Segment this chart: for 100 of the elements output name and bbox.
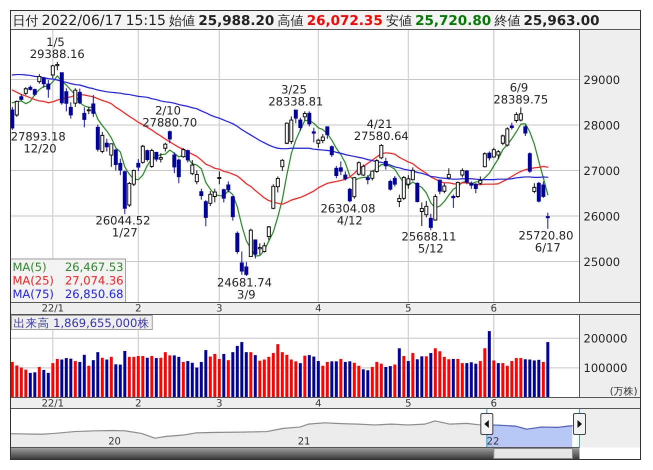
annotation: 25720.80 6/17 bbox=[518, 228, 578, 254]
candlestick bbox=[253, 239, 258, 259]
x-tick-label: 22 bbox=[486, 436, 500, 448]
candlestick bbox=[230, 196, 235, 222]
bar bbox=[69, 358, 72, 398]
bar bbox=[447, 359, 450, 398]
candlestick bbox=[325, 126, 330, 140]
candlestick bbox=[433, 194, 438, 222]
candlestick bbox=[96, 124, 100, 152]
candlestick bbox=[140, 144, 145, 164]
bar bbox=[398, 348, 401, 398]
bar bbox=[388, 366, 392, 398]
candlestick bbox=[320, 134, 325, 144]
y-tick-label: 27000 bbox=[584, 164, 620, 178]
bar bbox=[82, 354, 86, 398]
x-tick-label: 2 bbox=[135, 398, 142, 410]
bar bbox=[424, 356, 428, 398]
candlestick bbox=[294, 109, 298, 124]
bar bbox=[141, 356, 144, 398]
x-tick-label: 20 bbox=[108, 436, 121, 448]
candlestick bbox=[298, 117, 302, 131]
bar bbox=[420, 356, 424, 398]
bar bbox=[402, 356, 406, 398]
candlestick bbox=[181, 148, 186, 158]
candlestick bbox=[73, 88, 78, 108]
bar bbox=[406, 361, 410, 398]
candlestick bbox=[352, 176, 356, 200]
candlestick bbox=[266, 226, 271, 241]
candlestick bbox=[289, 116, 294, 145]
candlestick bbox=[478, 176, 482, 186]
bar bbox=[150, 356, 154, 398]
x-tick-label: 4 bbox=[315, 304, 322, 314]
candlestick bbox=[154, 151, 158, 162]
candlestick bbox=[338, 161, 343, 176]
candlestick bbox=[150, 148, 154, 168]
annotation: 27893.18 12/20 bbox=[10, 129, 70, 156]
candlestick bbox=[248, 228, 253, 258]
candlestick bbox=[46, 80, 50, 98]
bar bbox=[429, 353, 432, 398]
candlestick bbox=[541, 181, 546, 198]
bar bbox=[24, 370, 28, 398]
bar bbox=[496, 363, 500, 398]
bar bbox=[452, 358, 455, 398]
bar bbox=[123, 350, 126, 398]
annotation: 26044.52 1/27 bbox=[96, 214, 154, 240]
candlestick bbox=[451, 194, 456, 208]
y-tick-label: 100000 bbox=[584, 361, 628, 376]
candlestick bbox=[482, 152, 487, 168]
candlestick bbox=[204, 200, 208, 227]
candlestick bbox=[348, 187, 352, 203]
annotation: 3/25 28338.81 bbox=[268, 82, 324, 109]
bar bbox=[38, 366, 41, 398]
candlestick bbox=[415, 182, 420, 203]
x-tick-label: 22/1 bbox=[42, 304, 64, 314]
candlestick bbox=[474, 182, 478, 194]
bar bbox=[339, 358, 342, 398]
candlestick bbox=[109, 142, 114, 168]
x-tick-label: 22/1 bbox=[42, 398, 64, 410]
bar bbox=[146, 358, 149, 398]
candlestick bbox=[546, 212, 550, 230]
bar bbox=[100, 358, 104, 398]
candlestick bbox=[122, 170, 127, 214]
candlestick bbox=[145, 149, 150, 162]
x-tick-label: 6 bbox=[490, 304, 498, 314]
candlestick bbox=[199, 188, 204, 200]
x-tick-label: 4 bbox=[315, 398, 322, 410]
candlestick bbox=[496, 150, 500, 160]
bar bbox=[537, 360, 540, 398]
bar bbox=[357, 366, 360, 398]
candlestick bbox=[464, 170, 469, 185]
candlestick bbox=[158, 152, 163, 163]
candlestick bbox=[14, 100, 19, 118]
bar bbox=[334, 361, 338, 398]
candlestick bbox=[312, 127, 316, 143]
bar bbox=[254, 355, 257, 398]
candlestick bbox=[78, 88, 82, 105]
bar bbox=[488, 331, 491, 398]
bar bbox=[110, 356, 113, 398]
candlestick bbox=[194, 170, 199, 185]
candlestick bbox=[212, 188, 217, 203]
candlestick bbox=[186, 149, 190, 163]
candlestick bbox=[302, 110, 307, 121]
bar bbox=[294, 361, 298, 398]
candlestick bbox=[528, 152, 532, 174]
candlestick bbox=[366, 174, 370, 185]
candlestick bbox=[37, 74, 42, 84]
x-tick-label: 21 bbox=[298, 436, 310, 448]
bar bbox=[87, 366, 90, 398]
line-series bbox=[12, 74, 548, 180]
bar bbox=[96, 352, 100, 398]
bar bbox=[56, 358, 59, 398]
bar bbox=[348, 361, 352, 398]
candlestick bbox=[442, 182, 446, 194]
candlestick bbox=[392, 176, 397, 187]
candlestick bbox=[190, 160, 194, 176]
bar bbox=[546, 342, 550, 398]
candlestick bbox=[384, 157, 388, 170]
candlestick bbox=[446, 168, 451, 180]
x-tick-label: 3 bbox=[216, 304, 222, 314]
candlestick bbox=[68, 102, 73, 120]
